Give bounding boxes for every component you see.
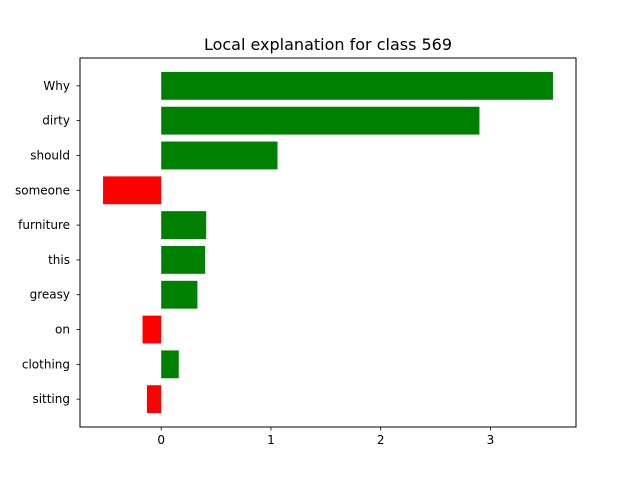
bar-dirty — [161, 106, 480, 135]
bar-someone — [103, 176, 162, 205]
y-tick-label: someone — [15, 183, 70, 197]
x-axis-ticks: 0 1 2 3 — [157, 427, 494, 447]
bar-clothing — [161, 350, 179, 379]
bar-should — [161, 141, 278, 170]
y-tick-label: Why — [43, 79, 70, 93]
y-axis-ticks: Why dirty should someone furniture this greasy… — [15, 79, 80, 406]
bar-on — [142, 315, 162, 344]
bar-furniture — [161, 211, 207, 240]
y-tick-label: furniture — [18, 218, 70, 232]
bar-this — [161, 245, 206, 274]
bars-layer — [103, 71, 553, 414]
y-tick-label: clothing — [22, 357, 70, 371]
bar-greasy — [161, 280, 198, 309]
y-tick-label: sitting — [32, 392, 70, 406]
y-tick-label: should — [30, 148, 70, 162]
y-tick-label: dirty — [42, 114, 70, 128]
y-tick-label: this — [48, 253, 70, 267]
x-tick-label: 1 — [267, 433, 275, 447]
x-tick-label: 3 — [487, 433, 495, 447]
y-tick-label: greasy — [30, 288, 70, 302]
bar-sitting — [146, 385, 162, 414]
chart-title: Local explanation for class 569 — [204, 35, 452, 54]
x-tick-label: 2 — [377, 433, 385, 447]
x-tick-label: 0 — [157, 433, 165, 447]
bar-Why — [161, 71, 553, 100]
plot-frame — [79, 57, 577, 428]
y-tick-label: on — [55, 323, 70, 337]
